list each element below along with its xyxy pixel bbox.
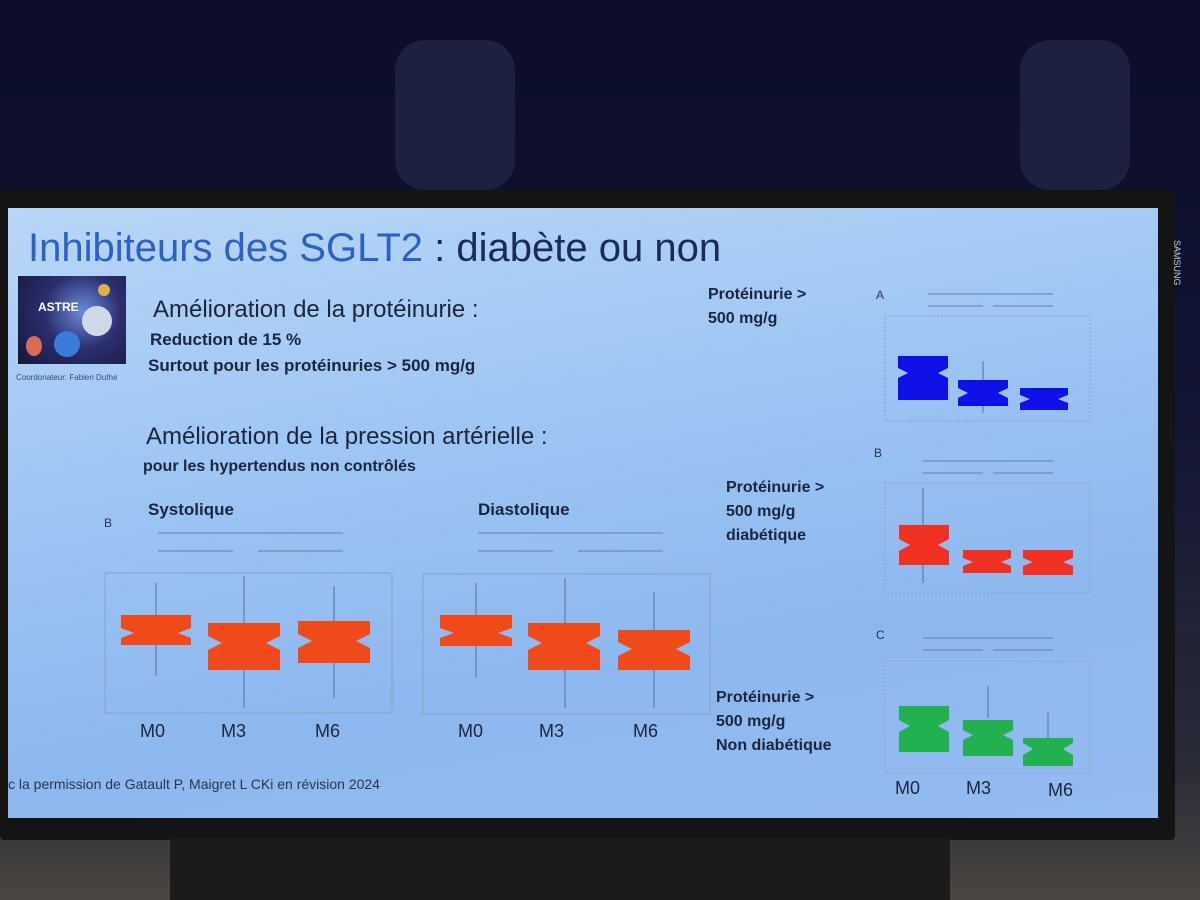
- proteinuria-boxplot-non-diabetic: [883, 628, 1093, 783]
- section2-heading: Amélioration de la pression artérielle :: [146, 423, 548, 450]
- x-label-m3: M3: [221, 721, 247, 741]
- x-label-m3: M3: [539, 721, 565, 741]
- box-m6: [618, 592, 690, 708]
- systolique-label: Systolique: [148, 500, 234, 519]
- planet-icon: [54, 331, 80, 357]
- section1-line2: Surtout pour les protéinuries > 500 mg/g: [148, 356, 476, 375]
- planet-icon: [26, 336, 42, 356]
- panel-a-letter: A: [876, 288, 885, 302]
- slide-title: Inhibiteurs des SGLT2 : diabète ou non: [28, 226, 722, 270]
- tv-brand: SAMSUNG: [1172, 240, 1182, 286]
- astre-logo: ASTRE: [18, 276, 126, 364]
- x-label-m0: M0: [458, 721, 484, 741]
- panel-c-letter: C: [876, 628, 885, 642]
- label-proteinurie-non-diabetique: Protéinurie > 500 mg/g Non diabétique: [716, 689, 832, 754]
- tv-stand: [170, 838, 950, 900]
- diastolique-label: Diastolique: [478, 500, 570, 519]
- footer-credit: c la permission de Gatault P, Maigret L …: [8, 776, 380, 792]
- box-m0: [121, 583, 191, 676]
- section1-heading: Amélioration de la protéinurie :: [153, 296, 479, 323]
- logo-text: ASTRE: [38, 300, 79, 314]
- x-label-m6: M6: [1048, 780, 1074, 800]
- auditorium-seat-right: [1020, 40, 1130, 190]
- box-m0: [440, 583, 512, 678]
- panel-b-label: B: [104, 516, 113, 530]
- x-label-m0: M0: [140, 721, 166, 741]
- x-label-m6: M6: [633, 721, 659, 741]
- planet-icon: [82, 306, 112, 336]
- box-m3: [208, 576, 280, 708]
- x-label-m0: M0: [895, 778, 921, 798]
- label-proteinurie-all: Protéinurie > 500 mg/g: [708, 286, 807, 327]
- label-proteinurie-diabetique: Protéinurie > 500 mg/g diabétique: [726, 479, 825, 544]
- coordinator-text: Coordonateur: Fabien Duthe: [16, 373, 118, 382]
- panel-b-letter: B: [874, 446, 883, 460]
- section1-line1: Reduction de 15 %: [150, 330, 302, 349]
- proteinuria-boxplot-all: [883, 288, 1093, 428]
- systolique-boxplot: [88, 518, 398, 723]
- box-m3: [528, 578, 600, 708]
- planet-icon: [98, 284, 110, 296]
- slide-screen: Inhibiteurs des SGLT2 : diabète ou non A…: [8, 208, 1158, 818]
- auditorium-seat-left: [395, 40, 515, 190]
- diastolique-boxplot: [408, 518, 718, 723]
- proteinuria-boxplot-diabetic: [883, 453, 1093, 603]
- x-label-m3: M3: [966, 778, 992, 798]
- x-label-m6: M6: [315, 721, 341, 741]
- box-m6: [298, 586, 370, 698]
- section2-line1: pour les hypertendus non contrôlés: [143, 458, 416, 475]
